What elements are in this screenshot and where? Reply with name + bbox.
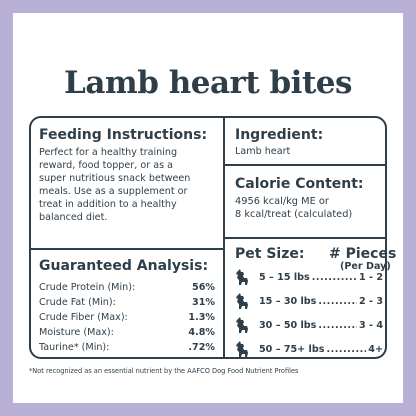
ingredient-text: Lamb heart <box>235 146 291 157</box>
calorie-line: 8 kcal/treat (calculated) <box>235 209 353 220</box>
analysis-heading: Guaranteed Analysis: <box>39 258 209 274</box>
calorie-text: 4956 kcal/kg ME or 8 kcal/treat (calcula… <box>235 195 352 221</box>
divider-right-top <box>225 164 387 166</box>
feeding-text: Perfect for a healthy training reward, f… <box>39 146 219 224</box>
product-card: Lamb heart bites Feeding Instructions: P… <box>13 13 403 403</box>
pieces-count: 3 - 4 <box>358 319 383 331</box>
footnote: *Not recognized as an essential nutrient… <box>29 367 299 375</box>
feeding-line: reward, food topper, or as a <box>39 160 174 171</box>
calorie-line: 4956 kcal/kg ME or <box>235 196 329 207</box>
feeding-line: Perfect for a healthy training <box>39 147 178 158</box>
pet-size-row: 50 – 75+ lbs .......... 4+ <box>235 339 383 359</box>
analysis-value: 56% <box>192 282 215 293</box>
pieces-count: 4+ <box>368 343 383 355</box>
pet-size-range: 50 – 75+ lbs <box>259 343 325 355</box>
divider-left <box>31 248 223 250</box>
analysis-label: Taurine* (Min): <box>39 342 110 353</box>
analysis-row: Taurine* (Min): .72% <box>39 342 215 353</box>
pet-size-range: 15 – 30 lbs <box>259 295 317 307</box>
feeding-line: meals. Use as a supplement or <box>39 186 188 197</box>
feeding-heading: Feeding Instructions: <box>39 127 208 143</box>
dot-leader: .......... <box>326 343 367 355</box>
pieces-count: 1 - 2 <box>358 271 383 283</box>
analysis-value: 4.8% <box>188 327 215 338</box>
dog-icon <box>236 269 248 285</box>
dot-leader: .............. <box>311 271 357 283</box>
pet-size-range: 5 – 15 lbs <box>259 271 310 283</box>
feeding-line: balanced diet. <box>39 212 108 223</box>
calorie-heading: Calorie Content: <box>235 176 364 192</box>
dog-icon <box>236 293 248 309</box>
divider-vertical <box>223 118 225 357</box>
dot-leader: ............ <box>318 295 357 307</box>
analysis-row: Moisture (Max): 4.8% <box>39 327 215 338</box>
pieces-heading: # Pieces <box>329 246 397 262</box>
analysis-label: Moisture (Max): <box>39 327 114 338</box>
dog-icon <box>236 341 248 357</box>
pet-size-heading: Pet Size: <box>235 246 305 262</box>
page-title: Lamb heart bites <box>64 65 352 101</box>
dog-icon <box>236 317 248 333</box>
ingredient-heading: Ingredient: <box>235 127 324 143</box>
analysis-label: Crude Fat (Min): <box>39 297 116 308</box>
nutrition-panel: Feeding Instructions: Perfect for a heal… <box>29 116 396 359</box>
pet-size-row: 30 – 50 lbs ........... 3 - 4 <box>235 315 383 335</box>
analysis-row: Crude Protein (Min): 56% <box>39 282 215 293</box>
pet-size-range: 30 – 50 lbs <box>259 319 317 331</box>
feeding-line: treat in addition to a healthy <box>39 199 177 210</box>
pieces-count: 2 - 3 <box>358 295 383 307</box>
analysis-label: Crude Fiber (Max): <box>39 312 128 323</box>
divider-right-middle <box>225 237 387 239</box>
analysis-row: Crude Fat (Min): 31% <box>39 297 215 308</box>
dot-leader: ........... <box>318 319 357 331</box>
analysis-label: Crude Protein (Min): <box>39 282 136 293</box>
analysis-value: 31% <box>192 297 215 308</box>
pet-size-row: 15 – 30 lbs ............ 2 - 3 <box>235 291 383 311</box>
pet-size-row: 5 – 15 lbs .............. 1 - 2 <box>235 267 383 287</box>
analysis-value: 1.3% <box>188 312 215 323</box>
analysis-value: .72% <box>188 342 215 353</box>
feeding-line: super nutritious snack between <box>39 173 191 184</box>
analysis-row: Crude Fiber (Max): 1.3% <box>39 312 215 323</box>
per-day-label: (Per Day) <box>340 261 391 272</box>
